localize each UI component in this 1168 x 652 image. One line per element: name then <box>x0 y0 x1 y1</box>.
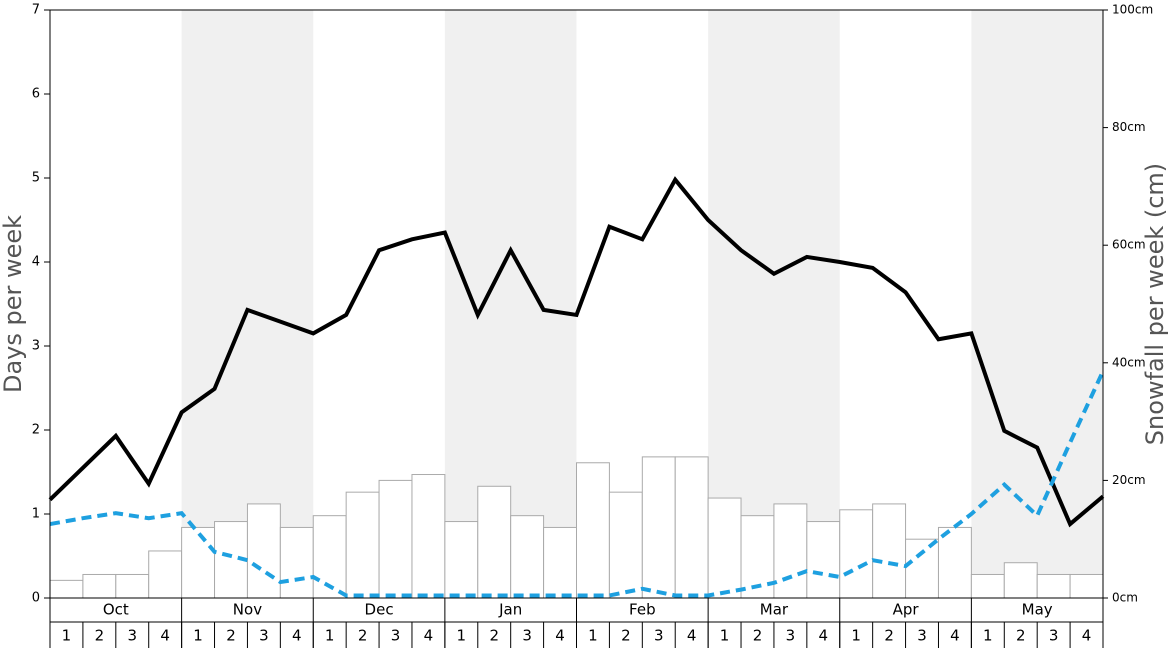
week-label: 4 <box>687 627 697 645</box>
bar <box>937 526 972 599</box>
month-label: Dec <box>365 601 394 619</box>
week-label: 2 <box>1016 627 1026 645</box>
bar <box>510 515 545 599</box>
line <box>48 176 1105 528</box>
week-label: 3 <box>917 627 927 645</box>
bar <box>1069 573 1104 599</box>
bar <box>641 456 676 599</box>
week-label: 1 <box>193 627 203 645</box>
week-label: 4 <box>819 627 829 645</box>
y2-axis-title: Snowfall per week (cm) <box>1141 163 1168 445</box>
y2-tick-label: 80cm <box>1112 120 1146 134</box>
week-label: 2 <box>884 627 894 645</box>
week-label: 2 <box>621 627 631 645</box>
month-label: Mar <box>760 601 789 619</box>
y2-tick-label: 0cm <box>1112 591 1138 605</box>
bar <box>246 503 281 599</box>
week-label: 2 <box>95 627 105 645</box>
y-tick-label: 0 <box>32 591 40 606</box>
bar <box>806 521 841 599</box>
bar <box>82 573 117 599</box>
y-tick-label: 3 <box>32 339 40 354</box>
bar <box>1003 562 1038 599</box>
bar <box>411 474 446 599</box>
y-tick-label: 4 <box>32 255 40 270</box>
month-shade <box>971 10 1103 598</box>
y-tick-label: 7 <box>32 3 40 18</box>
week-label: 3 <box>391 627 401 645</box>
bar <box>148 550 183 599</box>
week-label: 3 <box>259 627 269 645</box>
month-label: Apr <box>893 601 920 619</box>
y2-tick-label: 40cm <box>1112 355 1146 369</box>
y2-tick-label: 60cm <box>1112 238 1146 252</box>
month-label: Jan <box>498 601 522 619</box>
week-label: 3 <box>522 627 532 645</box>
y-axis-title: Days per week <box>0 215 27 393</box>
week-label: 4 <box>160 627 170 645</box>
bar <box>970 573 1005 599</box>
week-label: 1 <box>720 627 730 645</box>
bar <box>1036 573 1071 599</box>
bar <box>49 579 84 599</box>
bar <box>773 503 808 599</box>
bar <box>444 521 479 599</box>
month-label: Nov <box>233 601 262 619</box>
bar <box>608 491 643 599</box>
week-label: 1 <box>457 627 467 645</box>
month-shade <box>181 10 314 598</box>
week-label: 2 <box>226 627 236 645</box>
line <box>49 370 1105 598</box>
bar <box>576 462 610 599</box>
bar <box>181 526 216 599</box>
bar <box>707 497 742 599</box>
month-label: May <box>1022 601 1053 619</box>
bar <box>477 485 512 599</box>
bar <box>543 526 577 599</box>
week-label: 2 <box>358 627 368 645</box>
week-label: 1 <box>983 627 993 645</box>
week-label: 3 <box>786 627 796 645</box>
bar <box>378 479 413 599</box>
week-label: 4 <box>1082 627 1092 645</box>
y2-tick-label: 100cm <box>1112 3 1153 17</box>
y-tick-label: 6 <box>32 87 40 102</box>
bar <box>279 526 314 599</box>
y-tick-label: 2 <box>32 423 40 438</box>
bar <box>905 538 939 599</box>
week-label: 3 <box>127 627 137 645</box>
y-tick-label: 1 <box>32 507 40 522</box>
week-label: 4 <box>292 627 302 645</box>
bar <box>115 573 150 599</box>
week-label: 4 <box>424 627 434 645</box>
week-label: 4 <box>555 627 565 645</box>
y-tick-label: 5 <box>32 171 40 186</box>
week-label: 4 <box>950 627 960 645</box>
week-label: 1 <box>588 627 598 645</box>
week-label: 1 <box>851 627 861 645</box>
week-label: 3 <box>1049 627 1059 645</box>
month-label: Oct <box>103 601 129 619</box>
week-label: 2 <box>489 627 499 645</box>
bar <box>345 491 380 599</box>
week-label: 1 <box>62 627 72 645</box>
week-label: 1 <box>325 627 335 645</box>
bar <box>839 509 874 599</box>
bar <box>872 503 907 599</box>
week-label: 3 <box>654 627 664 645</box>
week-label: 2 <box>753 627 763 645</box>
bar <box>674 456 709 599</box>
y2-tick-label: 20cm <box>1112 473 1146 487</box>
month-label: Feb <box>629 601 656 619</box>
